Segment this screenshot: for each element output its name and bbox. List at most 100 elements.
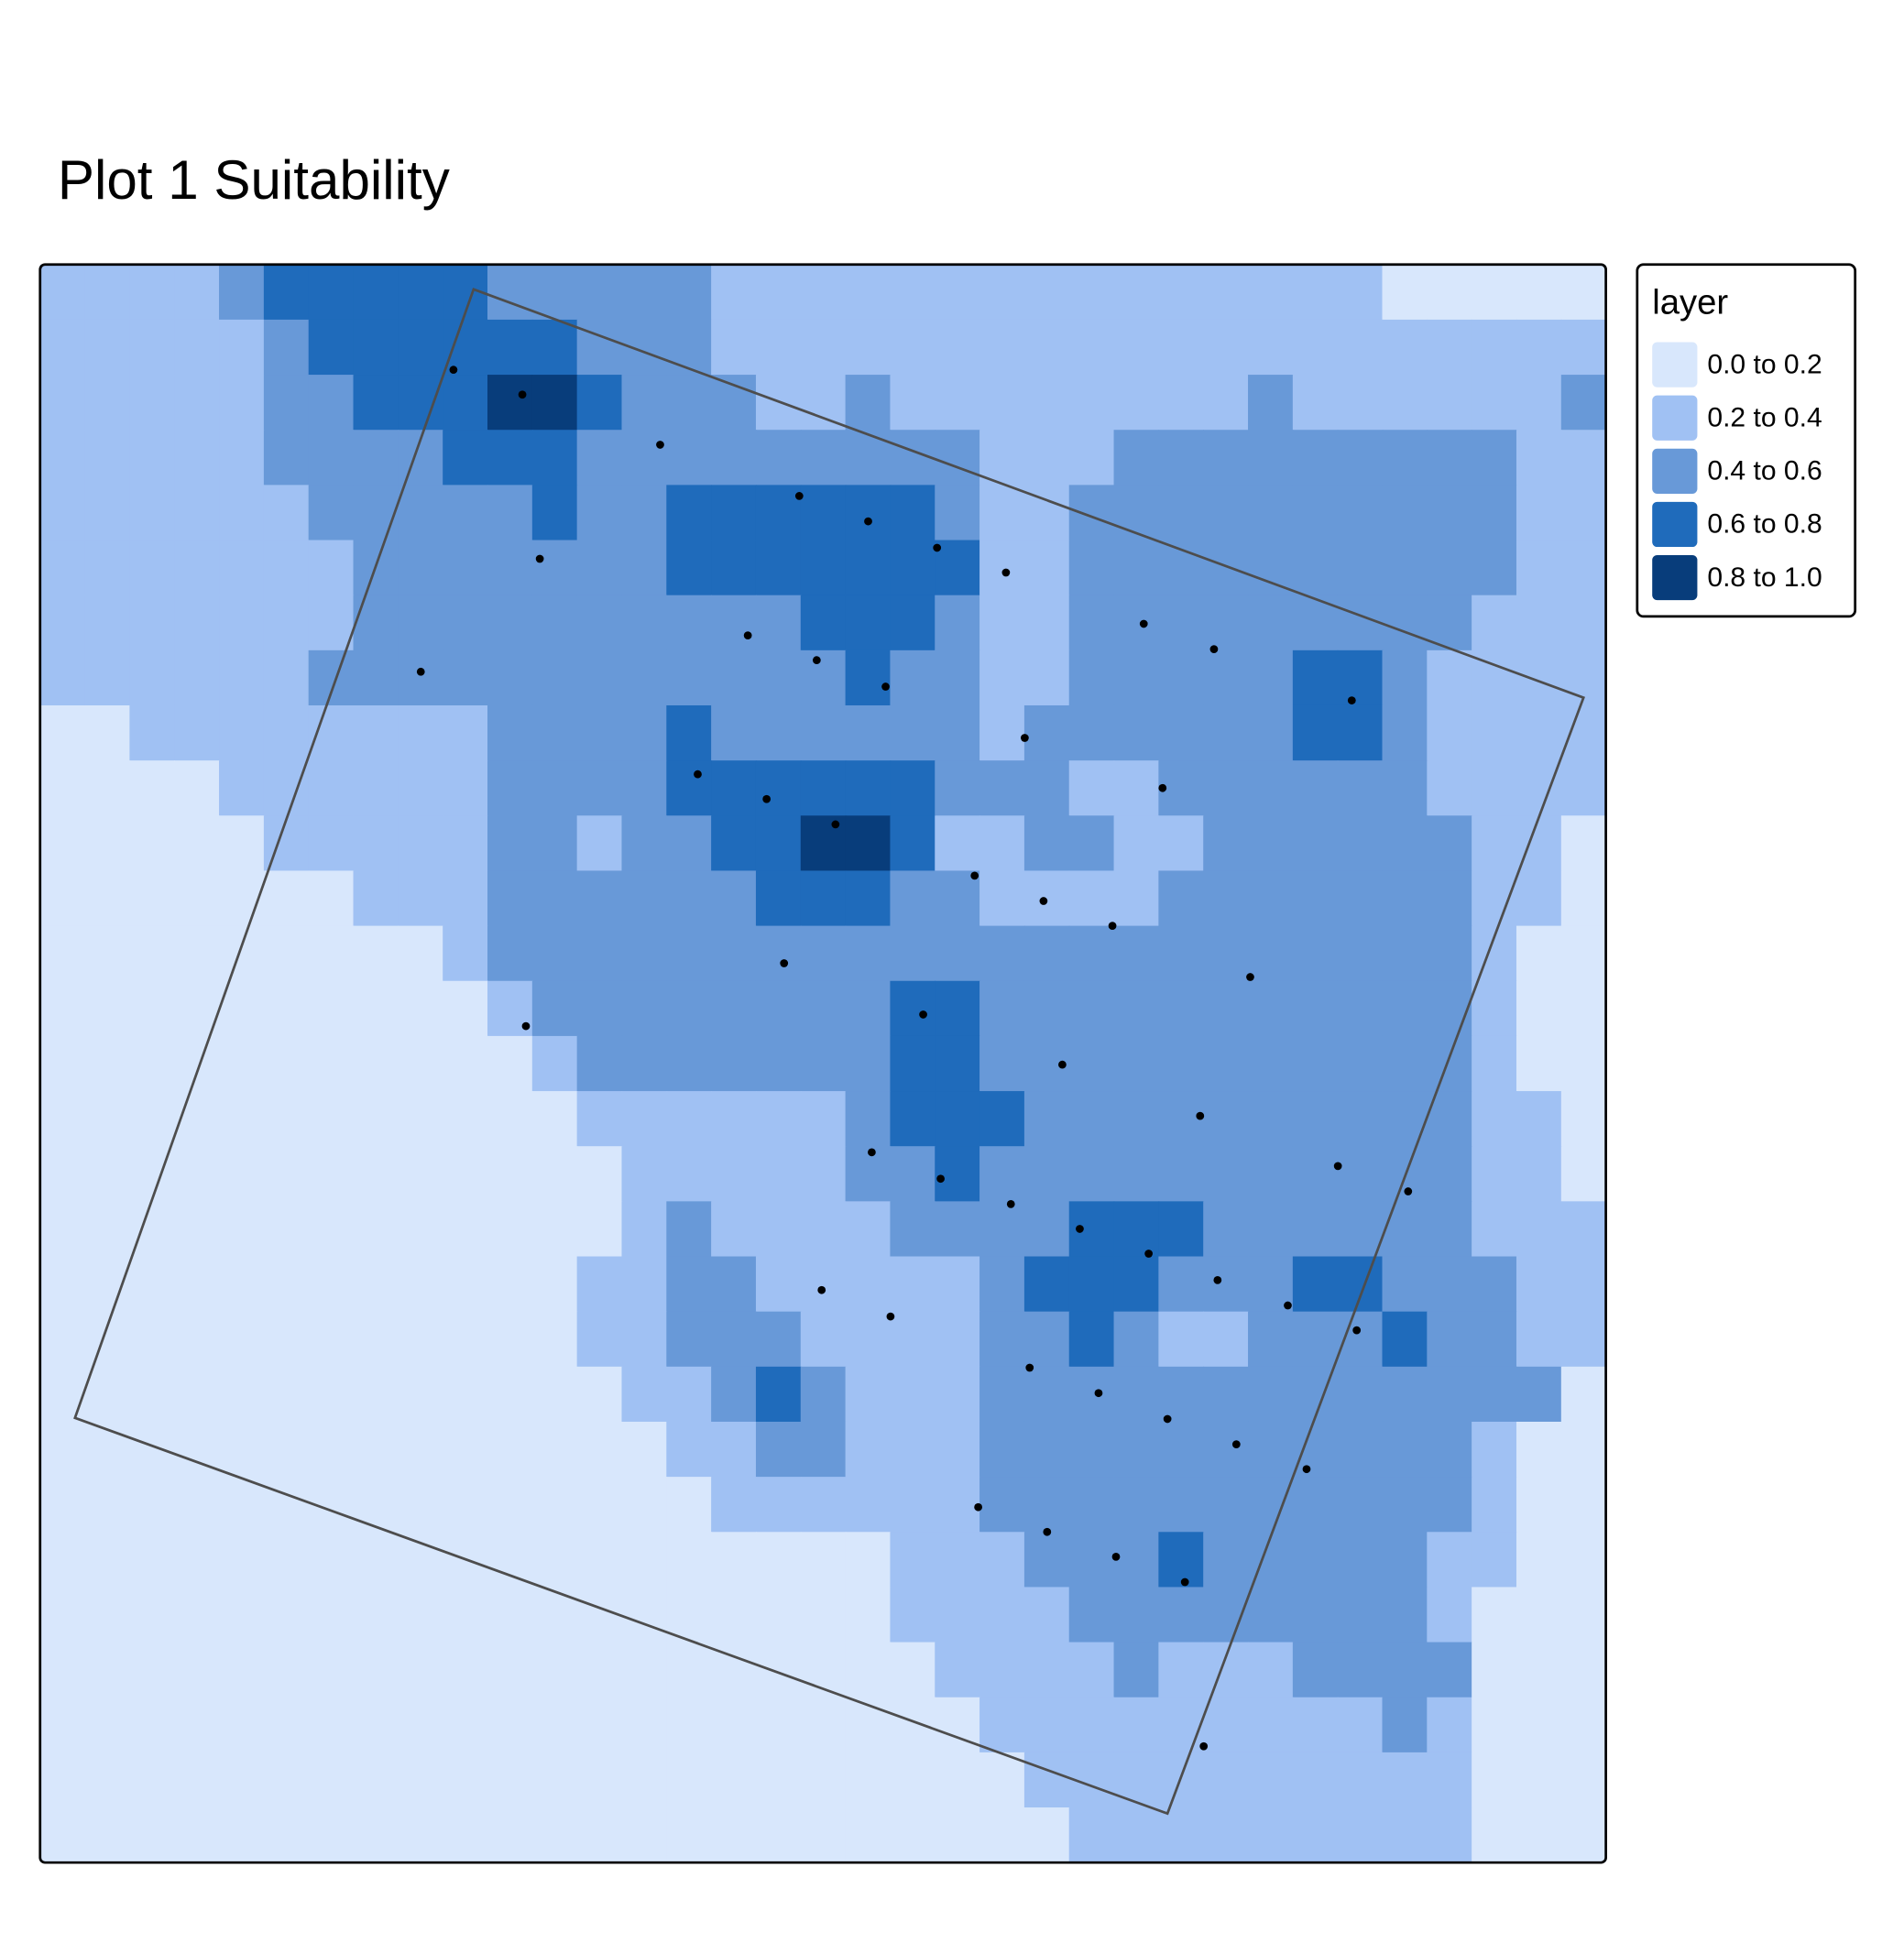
raster-cell	[398, 980, 443, 1037]
raster-cell	[1248, 1091, 1294, 1148]
raster-cell	[1158, 1532, 1205, 1588]
raster-cell	[1560, 264, 1606, 321]
raster-cell	[845, 1642, 892, 1698]
raster-cell	[353, 1311, 399, 1368]
raster-cell	[1113, 1421, 1160, 1478]
raster-cell	[1203, 815, 1249, 872]
raster-cell	[711, 925, 757, 982]
raster-cell	[398, 1642, 443, 1698]
raster-cell	[845, 1697, 892, 1753]
raster-cell	[39, 319, 86, 376]
raster-cell	[1158, 704, 1205, 761]
raster-cell	[39, 1697, 86, 1753]
raster-cell	[1472, 1697, 1517, 1753]
raster-cell	[1023, 1146, 1070, 1203]
raster-cell	[263, 485, 310, 541]
raster-cell	[129, 1035, 176, 1092]
raster-cell	[308, 1146, 355, 1203]
raster-cell	[39, 704, 86, 761]
raster-cell	[1113, 1532, 1160, 1588]
raster-cell	[1248, 595, 1294, 651]
raster-cell	[666, 1532, 712, 1588]
raster-cell	[39, 375, 86, 431]
raster-cell	[531, 649, 578, 706]
raster-cell	[443, 704, 488, 761]
legend-label: 0.8 to 1.0	[1707, 562, 1822, 593]
raster-cell	[1158, 1642, 1205, 1698]
legend-swatch	[1652, 395, 1698, 441]
sample-point	[919, 1010, 927, 1019]
raster-cell	[621, 1697, 668, 1753]
raster-cell	[308, 1587, 355, 1643]
sample-point	[1163, 1414, 1172, 1424]
raster-cell	[39, 1035, 86, 1092]
raster-cell	[979, 319, 1025, 376]
raster-cell	[531, 1642, 578, 1698]
raster-cell	[845, 815, 892, 872]
raster-cell	[666, 1311, 712, 1368]
raster-cell	[84, 815, 131, 872]
raster-cell	[621, 1642, 668, 1698]
raster-cell	[755, 980, 802, 1037]
raster-cell	[443, 649, 488, 706]
raster-cell	[1472, 1587, 1517, 1643]
raster-cell	[308, 760, 355, 817]
raster-cell	[1472, 1752, 1517, 1808]
sample-point	[970, 871, 979, 880]
raster-cell	[755, 595, 802, 651]
raster-cell	[755, 870, 802, 927]
raster-cell	[308, 1366, 355, 1423]
raster-cell	[219, 1146, 265, 1203]
raster-cell	[666, 1421, 712, 1478]
raster-cell	[800, 1421, 847, 1478]
raster-cell	[666, 430, 712, 486]
raster-cell	[1068, 1807, 1115, 1863]
raster-cell	[576, 430, 623, 486]
raster-cell	[1382, 1421, 1428, 1478]
raster-cell	[263, 540, 310, 596]
raster-cell	[1113, 980, 1160, 1037]
raster-cell	[1023, 1311, 1070, 1368]
raster-cell	[1382, 1752, 1428, 1808]
raster-cell	[219, 815, 265, 872]
raster-cell	[1516, 1587, 1562, 1643]
raster-cell	[129, 1091, 176, 1148]
raster-cell	[84, 1421, 131, 1478]
raster-cell	[1068, 1642, 1115, 1698]
raster-cell	[353, 925, 399, 982]
raster-cell	[890, 1642, 936, 1698]
raster-cell	[1248, 1311, 1294, 1368]
raster-cell	[263, 430, 310, 486]
raster-cell	[39, 1091, 86, 1148]
raster-cell	[666, 704, 712, 761]
raster-cell	[1472, 760, 1517, 817]
raster-cell	[1382, 704, 1428, 761]
raster-cell	[1427, 1532, 1472, 1588]
raster-cell	[1158, 1201, 1205, 1258]
raster-cell	[1158, 319, 1205, 376]
raster-cell	[666, 870, 712, 927]
raster-cell	[1516, 1697, 1562, 1753]
raster-cell	[129, 485, 176, 541]
raster-cell	[1292, 595, 1339, 651]
raster-cell	[666, 485, 712, 541]
raster-cell	[174, 815, 220, 872]
raster-cell	[398, 1256, 443, 1313]
sample-point	[780, 959, 789, 967]
raster-cell	[1292, 1421, 1339, 1478]
raster-cell	[263, 1091, 310, 1148]
raster-cell	[353, 815, 399, 872]
raster-cell	[1560, 375, 1606, 431]
raster-cell	[1382, 1477, 1428, 1534]
raster-cell	[711, 870, 757, 927]
raster-cell	[890, 595, 936, 651]
raster-cell	[308, 375, 355, 431]
raster-cell	[1337, 1201, 1384, 1258]
raster-cell	[1292, 1587, 1339, 1643]
sample-point	[743, 631, 752, 639]
raster-cell	[129, 815, 176, 872]
raster-cell	[84, 704, 131, 761]
raster-cell	[1023, 1421, 1070, 1478]
sample-point	[535, 554, 544, 563]
raster-cell	[487, 1807, 533, 1863]
